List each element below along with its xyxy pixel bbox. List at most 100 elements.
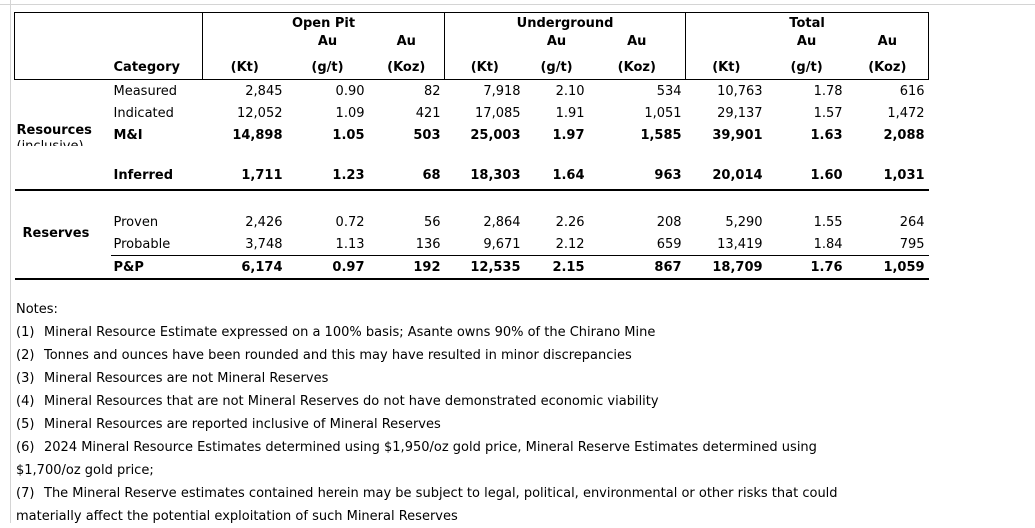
cell: 1,051 <box>644 105 682 121</box>
note-1: (1) Mineral Resource Estimate expressed o… <box>16 321 929 344</box>
cell: 25,003 <box>470 127 521 143</box>
cell: 1.78 <box>813 83 843 99</box>
note-number: (5) <box>16 417 35 432</box>
cell: 68 <box>368 161 445 191</box>
header-row-au: Au Au Au Au Au Au <box>14 33 930 49</box>
cell: 13,419 <box>685 233 767 256</box>
cell: 1.97 <box>552 127 585 143</box>
header-kt: (Kt) <box>444 49 525 80</box>
cell: 421 <box>415 105 441 121</box>
header-blank <box>685 33 767 49</box>
cell: 1.05 <box>332 127 365 143</box>
note-text: materially affect the potential exploita… <box>16 509 458 524</box>
cell: 12,535 <box>444 255 525 280</box>
cell: 264 <box>899 214 925 230</box>
note-text: The Mineral Reserve estimates contained … <box>44 486 838 501</box>
row-probable: Probable 3,748 1.13 136 9,671 2.12 659 1… <box>15 233 929 256</box>
cell: 1.55 <box>813 214 843 230</box>
note-text: Mineral Resources that are not Mineral R… <box>44 394 659 409</box>
notes-heading: Notes: <box>16 302 58 317</box>
spacer <box>15 190 929 211</box>
spacer-row <box>15 146 929 161</box>
cell-category: M&I <box>113 127 143 143</box>
note-4: (4) Mineral Resources that are not Minera… <box>16 390 929 413</box>
note-2: (2) Tonnes and ounces have been rounded a… <box>16 344 929 367</box>
header-koz: (Koz) <box>846 49 930 80</box>
cell: 18,303 <box>444 161 525 191</box>
notes-section: Notes: (1) Mineral Resource Estimate expr… <box>16 298 929 528</box>
cell-blank <box>14 161 111 191</box>
cell: 14,898 <box>232 127 283 143</box>
cell: 1.09 <box>335 105 365 121</box>
header-au: Au <box>627 33 647 49</box>
spacer <box>15 146 929 161</box>
note-text: Tonnes and ounces have been rounded and … <box>44 348 632 363</box>
cell: 1.84 <box>766 233 847 256</box>
cell: 2,088 <box>883 127 925 143</box>
note-number: (2) <box>16 348 35 363</box>
cell: 1.76 <box>766 255 847 280</box>
cell: 616 <box>899 83 925 99</box>
note-7: (7) The Mineral Reserve estimates contain… <box>16 482 929 505</box>
cell: 17,085 <box>475 105 521 121</box>
cell: 82 <box>423 83 441 99</box>
cell: 2.12 <box>524 233 589 256</box>
cell: 1,472 <box>887 105 925 121</box>
row-pp: P&P 6,174 0.97 192 12,535 2.15 867 18,70… <box>14 255 929 280</box>
header-koz: (Koz) <box>368 49 445 80</box>
cell: 5,290 <box>725 214 763 230</box>
cell-category: Probable <box>110 233 203 256</box>
cell: 12,052 <box>237 105 283 121</box>
cell: 963 <box>588 161 686 191</box>
cell: 795 <box>846 233 929 256</box>
header-kt: (Kt) <box>202 49 287 80</box>
cell: 208 <box>656 214 682 230</box>
note-6-continuation: $1,700/oz gold price; <box>16 459 929 482</box>
note-text: $1,700/oz gold price; <box>16 463 154 478</box>
row-group-resources: Resources (inclusive) <box>15 80 111 146</box>
header-au: Au <box>846 33 930 49</box>
row-proven: Reserves Proven 2,426 0.72 56 2,864 2.26… <box>15 211 929 241</box>
cell: 1,059 <box>846 255 929 280</box>
cell-blank <box>14 255 111 280</box>
note-text: Mineral Resources are reported inclusive… <box>44 417 441 432</box>
cell: 56 <box>423 214 441 230</box>
cell: 10,763 <box>717 83 763 99</box>
header-row-units: Category (Kt) (g/t) (Koz) (Kt) (g/t) (Ko… <box>14 49 930 80</box>
cell: 1,585 <box>640 127 682 143</box>
cell: 2,426 <box>245 214 283 230</box>
cell: 192 <box>368 255 445 280</box>
cell: 136 <box>368 233 445 256</box>
cell: 2.26 <box>555 214 585 230</box>
cell-category: P&P <box>110 255 203 280</box>
cell: 1.63 <box>810 127 843 143</box>
cell: 6,174 <box>202 255 287 280</box>
note-number: (7) <box>16 486 35 501</box>
cell: 659 <box>588 233 686 256</box>
note-5: (5) Mineral Resources are reported inclus… <box>16 413 929 436</box>
cell: 3,748 <box>202 233 287 256</box>
cell: 29,137 <box>717 105 763 121</box>
header-au: Au <box>546 33 567 49</box>
header-au: Au <box>317 33 338 49</box>
note-number: (3) <box>16 371 35 386</box>
header-au: Au <box>796 33 817 49</box>
spacer-row <box>15 190 929 211</box>
row-measured: Resources (inclusive) Measured 2,845 0.9… <box>15 80 929 147</box>
header-row-groups: Open Pit Underground Total <box>14 12 930 33</box>
cell: 534 <box>656 83 682 99</box>
cell-category: Inferred <box>110 161 203 191</box>
cell: 1.91 <box>555 105 585 121</box>
note-number: (6) <box>16 440 35 455</box>
note-number: (4) <box>16 394 35 409</box>
cell: 7,918 <box>483 83 521 99</box>
cell: 39,901 <box>712 127 763 143</box>
cell: 1.23 <box>286 161 369 191</box>
header-au: Au <box>396 33 416 49</box>
cell: 1.60 <box>766 161 847 191</box>
header-gpt: (g/t) <box>766 49 847 80</box>
header-kt: (Kt) <box>685 49 767 80</box>
cell: 0.90 <box>335 83 365 99</box>
cell: 9,671 <box>444 233 525 256</box>
note-6: (6) 2024 Mineral Resource Estimates deter… <box>16 436 929 459</box>
